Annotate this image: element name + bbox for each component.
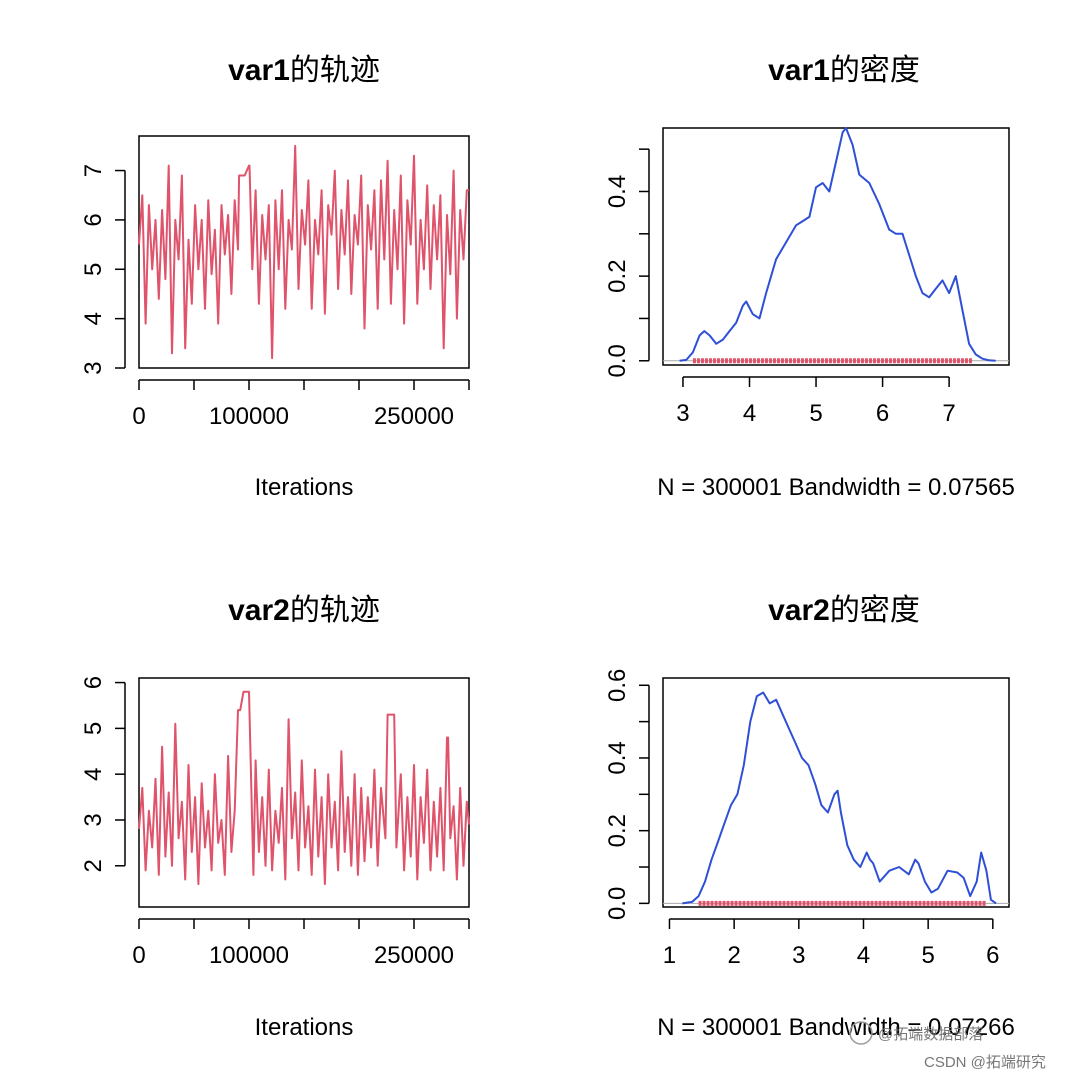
y-tick-label: 5 — [80, 263, 107, 276]
density1-title-rest: 的密度 — [830, 54, 920, 87]
x-tick-label: 4 — [743, 400, 756, 427]
density2-x-axis: 1 2 3 4 5 6 — [663, 918, 1000, 969]
y-tick-label: 0.4 — [604, 175, 631, 208]
trace2-title: var2的轨迹 — [228, 594, 380, 627]
y-tick-label: 3 — [80, 361, 107, 374]
trace1-x-axis: 0 100000 250000 — [132, 379, 470, 430]
trace1-panel: var1的轨迹 0 100000 250000 3 4 5 6 7 Iterations — [80, 54, 470, 501]
density1-x-axis: 3 4 5 6 7 — [676, 376, 956, 427]
density2-density-curve — [682, 691, 997, 905]
trace1-title-var: var1 — [228, 54, 290, 87]
x-tick-label: 4 — [857, 942, 870, 969]
trace1-y-axis: 3 4 5 6 7 — [80, 164, 126, 375]
y-tick-label: 7 — [80, 164, 107, 177]
density2-plot-frame — [662, 677, 1010, 908]
y-tick-label: 0.0 — [604, 344, 631, 377]
trace2-x-axis: 0 100000 250000 — [132, 918, 470, 969]
trace1-title: var1的轨迹 — [228, 54, 380, 87]
y-tick-label: 0.2 — [604, 814, 631, 847]
x-tick-label: 6 — [986, 942, 999, 969]
y-tick-label: 0.0 — [604, 887, 631, 920]
density1-y-axis: 0.0 0.2 0.4 — [604, 148, 650, 377]
x-tick-label: 2 — [727, 942, 740, 969]
x-tick-label: 3 — [676, 400, 689, 427]
watermark-line1: @拓端数据部落 — [878, 1026, 983, 1043]
y-tick-label: 0.2 — [604, 259, 631, 292]
trace2-trace-line — [138, 690, 470, 886]
x-tick-label: 7 — [942, 400, 955, 427]
x-tick-label: 6 — [876, 400, 889, 427]
x-tick-label: 5 — [921, 942, 934, 969]
y-tick-label: 4 — [80, 768, 107, 781]
x-tick-label: 250000 — [374, 942, 454, 969]
density1-x-label: N = 300001 Bandwidth = 0.07565 — [657, 474, 1015, 501]
trace1-title-rest: 的轨迹 — [290, 54, 380, 87]
x-tick-label: 250000 — [374, 403, 454, 430]
trace2-title-var: var2 — [228, 594, 290, 627]
density2-y-axis: 0.0 0.2 0.4 0.6 — [604, 669, 650, 920]
density1-title: var1的密度 — [768, 54, 920, 87]
density1-title-var: var1 — [768, 54, 830, 87]
trace2-plot-frame — [138, 677, 470, 908]
y-tick-label: 6 — [80, 213, 107, 226]
x-tick-label: 5 — [809, 400, 822, 427]
watermark-line2: CSDN @拓端研究 — [924, 1054, 1046, 1071]
density2-title-var: var2 — [768, 594, 830, 627]
y-tick-label: 3 — [80, 813, 107, 826]
wechat-icon — [849, 1021, 873, 1045]
y-tick-label: 0.6 — [604, 669, 631, 702]
x-tick-label: 0 — [132, 403, 145, 430]
trace2-x-label: Iterations — [255, 1014, 354, 1041]
y-tick-label: 5 — [80, 722, 107, 735]
trace2-y-axis: 2 3 4 5 6 — [80, 676, 126, 872]
density1-density-curve — [679, 127, 996, 362]
x-tick-label: 0 — [132, 942, 145, 969]
y-tick-label: 2 — [80, 859, 107, 872]
density1-plot-frame — [662, 127, 1010, 366]
trace1-trace-line — [138, 144, 469, 360]
y-tick-label: 6 — [80, 676, 107, 689]
density2-title-rest: 的密度 — [830, 594, 920, 627]
density1-panel: var1的密度 3 4 5 6 7 0.0 0.2 0.4 N = 300001 Bandwidt… — [604, 54, 1015, 501]
y-tick-label: 0.4 — [604, 741, 631, 774]
trace2-panel: var2的轨迹 0 100000 250000 2 3 4 5 6 Iterations — [80, 594, 470, 1041]
trace2-title-rest: 的轨迹 — [290, 594, 380, 627]
watermark: @拓端数据部落 CSDN @拓端研究 — [849, 1021, 1046, 1071]
x-tick-label: 100000 — [209, 942, 289, 969]
trace1-x-label: Iterations — [255, 474, 354, 501]
x-tick-label: 3 — [792, 942, 805, 969]
density2-panel: var2的密度 1 2 3 4 5 6 0.0 0.2 0.4 0.6 N = 300001 Band… — [604, 594, 1015, 1041]
x-tick-label: 100000 — [209, 403, 289, 430]
x-tick-label: 1 — [663, 942, 676, 969]
y-tick-label: 4 — [80, 312, 107, 325]
trace1-plot-frame — [138, 135, 470, 369]
density2-x-label: N = 300001 Bandwidth = 0.07266 — [657, 1014, 1015, 1041]
density2-title: var2的密度 — [768, 594, 920, 627]
